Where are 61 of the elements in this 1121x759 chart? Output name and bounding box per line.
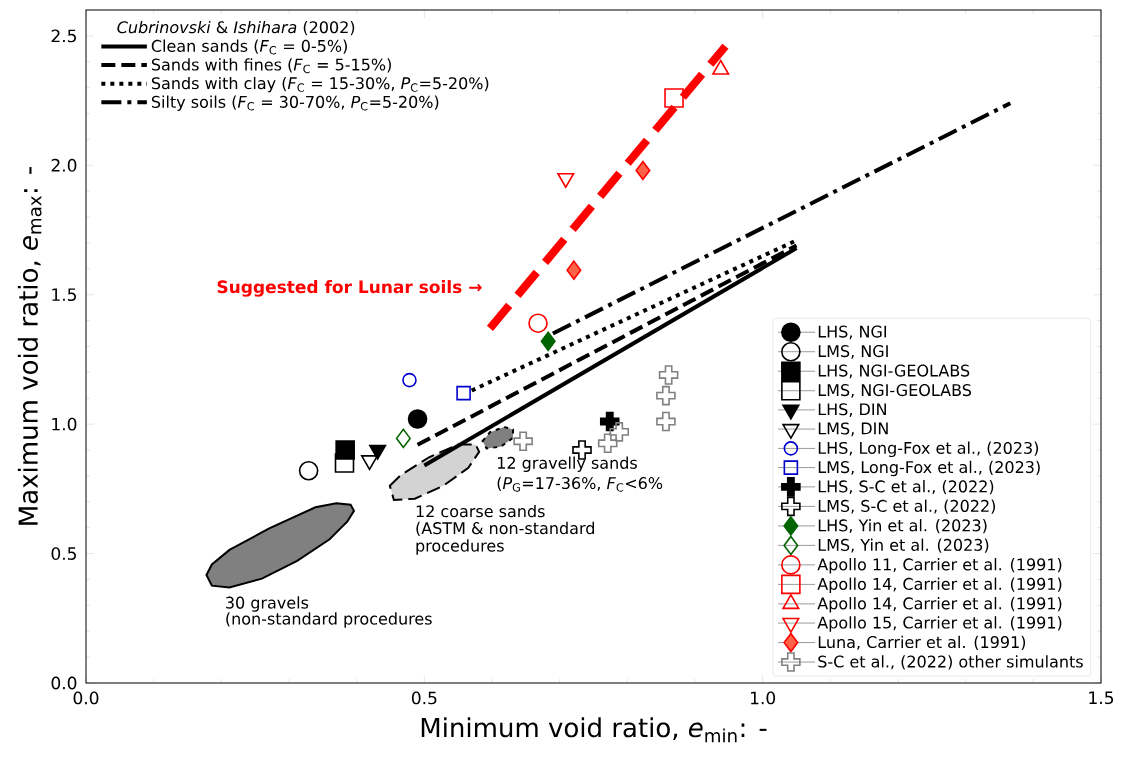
point <box>334 453 355 473</box>
legend-title: Cubrinovski & Ishihara (2002) <box>117 20 355 36</box>
y-axis-title: Maximum void ratio, e$_{max}$: - <box>17 167 42 525</box>
legend-label: Apollo 11, Carrier et al. (1991) <box>817 558 1062 574</box>
legend-label: Apollo 14, Carrier et al. (1991) <box>817 597 1062 613</box>
point <box>566 260 582 280</box>
annotation: 12 coarse sands <box>416 504 545 518</box>
annotation: (ASTM & non-standard <box>416 521 594 537</box>
legend-label: LMS, NGI-GEOLABS <box>818 384 972 398</box>
point <box>298 460 319 481</box>
point <box>635 160 651 181</box>
point <box>402 372 417 388</box>
point <box>369 444 387 460</box>
x-axis-title: Minimum void ratio, e$_{min}$: - <box>421 717 767 743</box>
y-tick-label: 0.0 <box>51 676 77 690</box>
annotation: (P$_{G}$=17-36%, F$_{C}$<6% <box>497 476 663 492</box>
legend-label: LMS, S-C et al., (2022) <box>818 499 996 514</box>
x-tick-label: 0.0 <box>73 691 99 705</box>
point <box>597 433 618 454</box>
legend-label: LHS, S-C et al., (2022) <box>818 480 994 495</box>
legend-label: LMS, Yin et al. (2023) <box>818 538 989 553</box>
annotation: (non-standard procedures <box>226 612 432 628</box>
legend-label: LHS, NGI <box>818 325 887 340</box>
legend-label: LHS, Yin et al. (2023) <box>818 519 987 534</box>
x-tick-label: 1.5 <box>1089 691 1114 705</box>
point <box>658 365 679 385</box>
legend-label: Apollo 14, Carrier et al. (1991) <box>817 577 1062 594</box>
y-tick-label: 2.0 <box>51 158 77 172</box>
y-tick-label: 2.5 <box>51 29 76 43</box>
x-tick-label: 1.0 <box>751 691 776 705</box>
legend-label: LHS, NGI-GEOLABS <box>818 364 970 379</box>
legend-label: Clean sands (F$_{C}$ = 0-5%) <box>151 39 347 55</box>
annotation: 30 gravels <box>226 596 309 612</box>
annotation: Suggested for Lunar soils → <box>217 280 482 297</box>
y-tick-label: 1.5 <box>52 288 76 302</box>
legend-label: Sands with fines (F$_{C}$ = 5-15%) <box>151 58 391 74</box>
legend-label: LHS, DIN <box>818 403 886 417</box>
point <box>407 409 428 429</box>
x-tick-label: 0.5 <box>411 691 437 705</box>
point <box>513 431 533 452</box>
legend-label: LMS, Long-Fox et al., (2023) <box>818 460 1040 477</box>
point <box>528 313 548 333</box>
legend-label: Luna, Carrier et al. (1991) <box>818 635 1026 650</box>
point <box>609 422 630 442</box>
legend-label: LHS, Long-Fox et al., (2023) <box>818 441 1039 458</box>
legend-label: Apollo 15, Carrier et al. (1991) <box>817 616 1062 632</box>
legend-label: LMS, DIN <box>818 422 888 437</box>
y-tick-label: 1.0 <box>52 417 77 431</box>
point <box>456 385 471 401</box>
legend-label: Silty soils (F$_{C}$ = 30-70%, P$_{C}$=5-20%) <box>151 95 439 112</box>
annotation: procedures <box>416 539 504 555</box>
y-tick-label: 0.5 <box>51 547 76 560</box>
annotation: 12 gravelly sands <box>497 456 637 472</box>
legend-label: Sands with clay (F$_{C}$ = 15-30%, P$_{C}$=5-20%) <box>151 76 489 93</box>
point <box>656 411 676 432</box>
point <box>540 331 556 352</box>
point <box>664 88 684 108</box>
legend-label: LMS, NGI <box>818 345 888 359</box>
legend-label: S-C et al., (2022) other simulants <box>818 655 1083 670</box>
point <box>395 428 411 449</box>
point <box>656 385 676 406</box>
